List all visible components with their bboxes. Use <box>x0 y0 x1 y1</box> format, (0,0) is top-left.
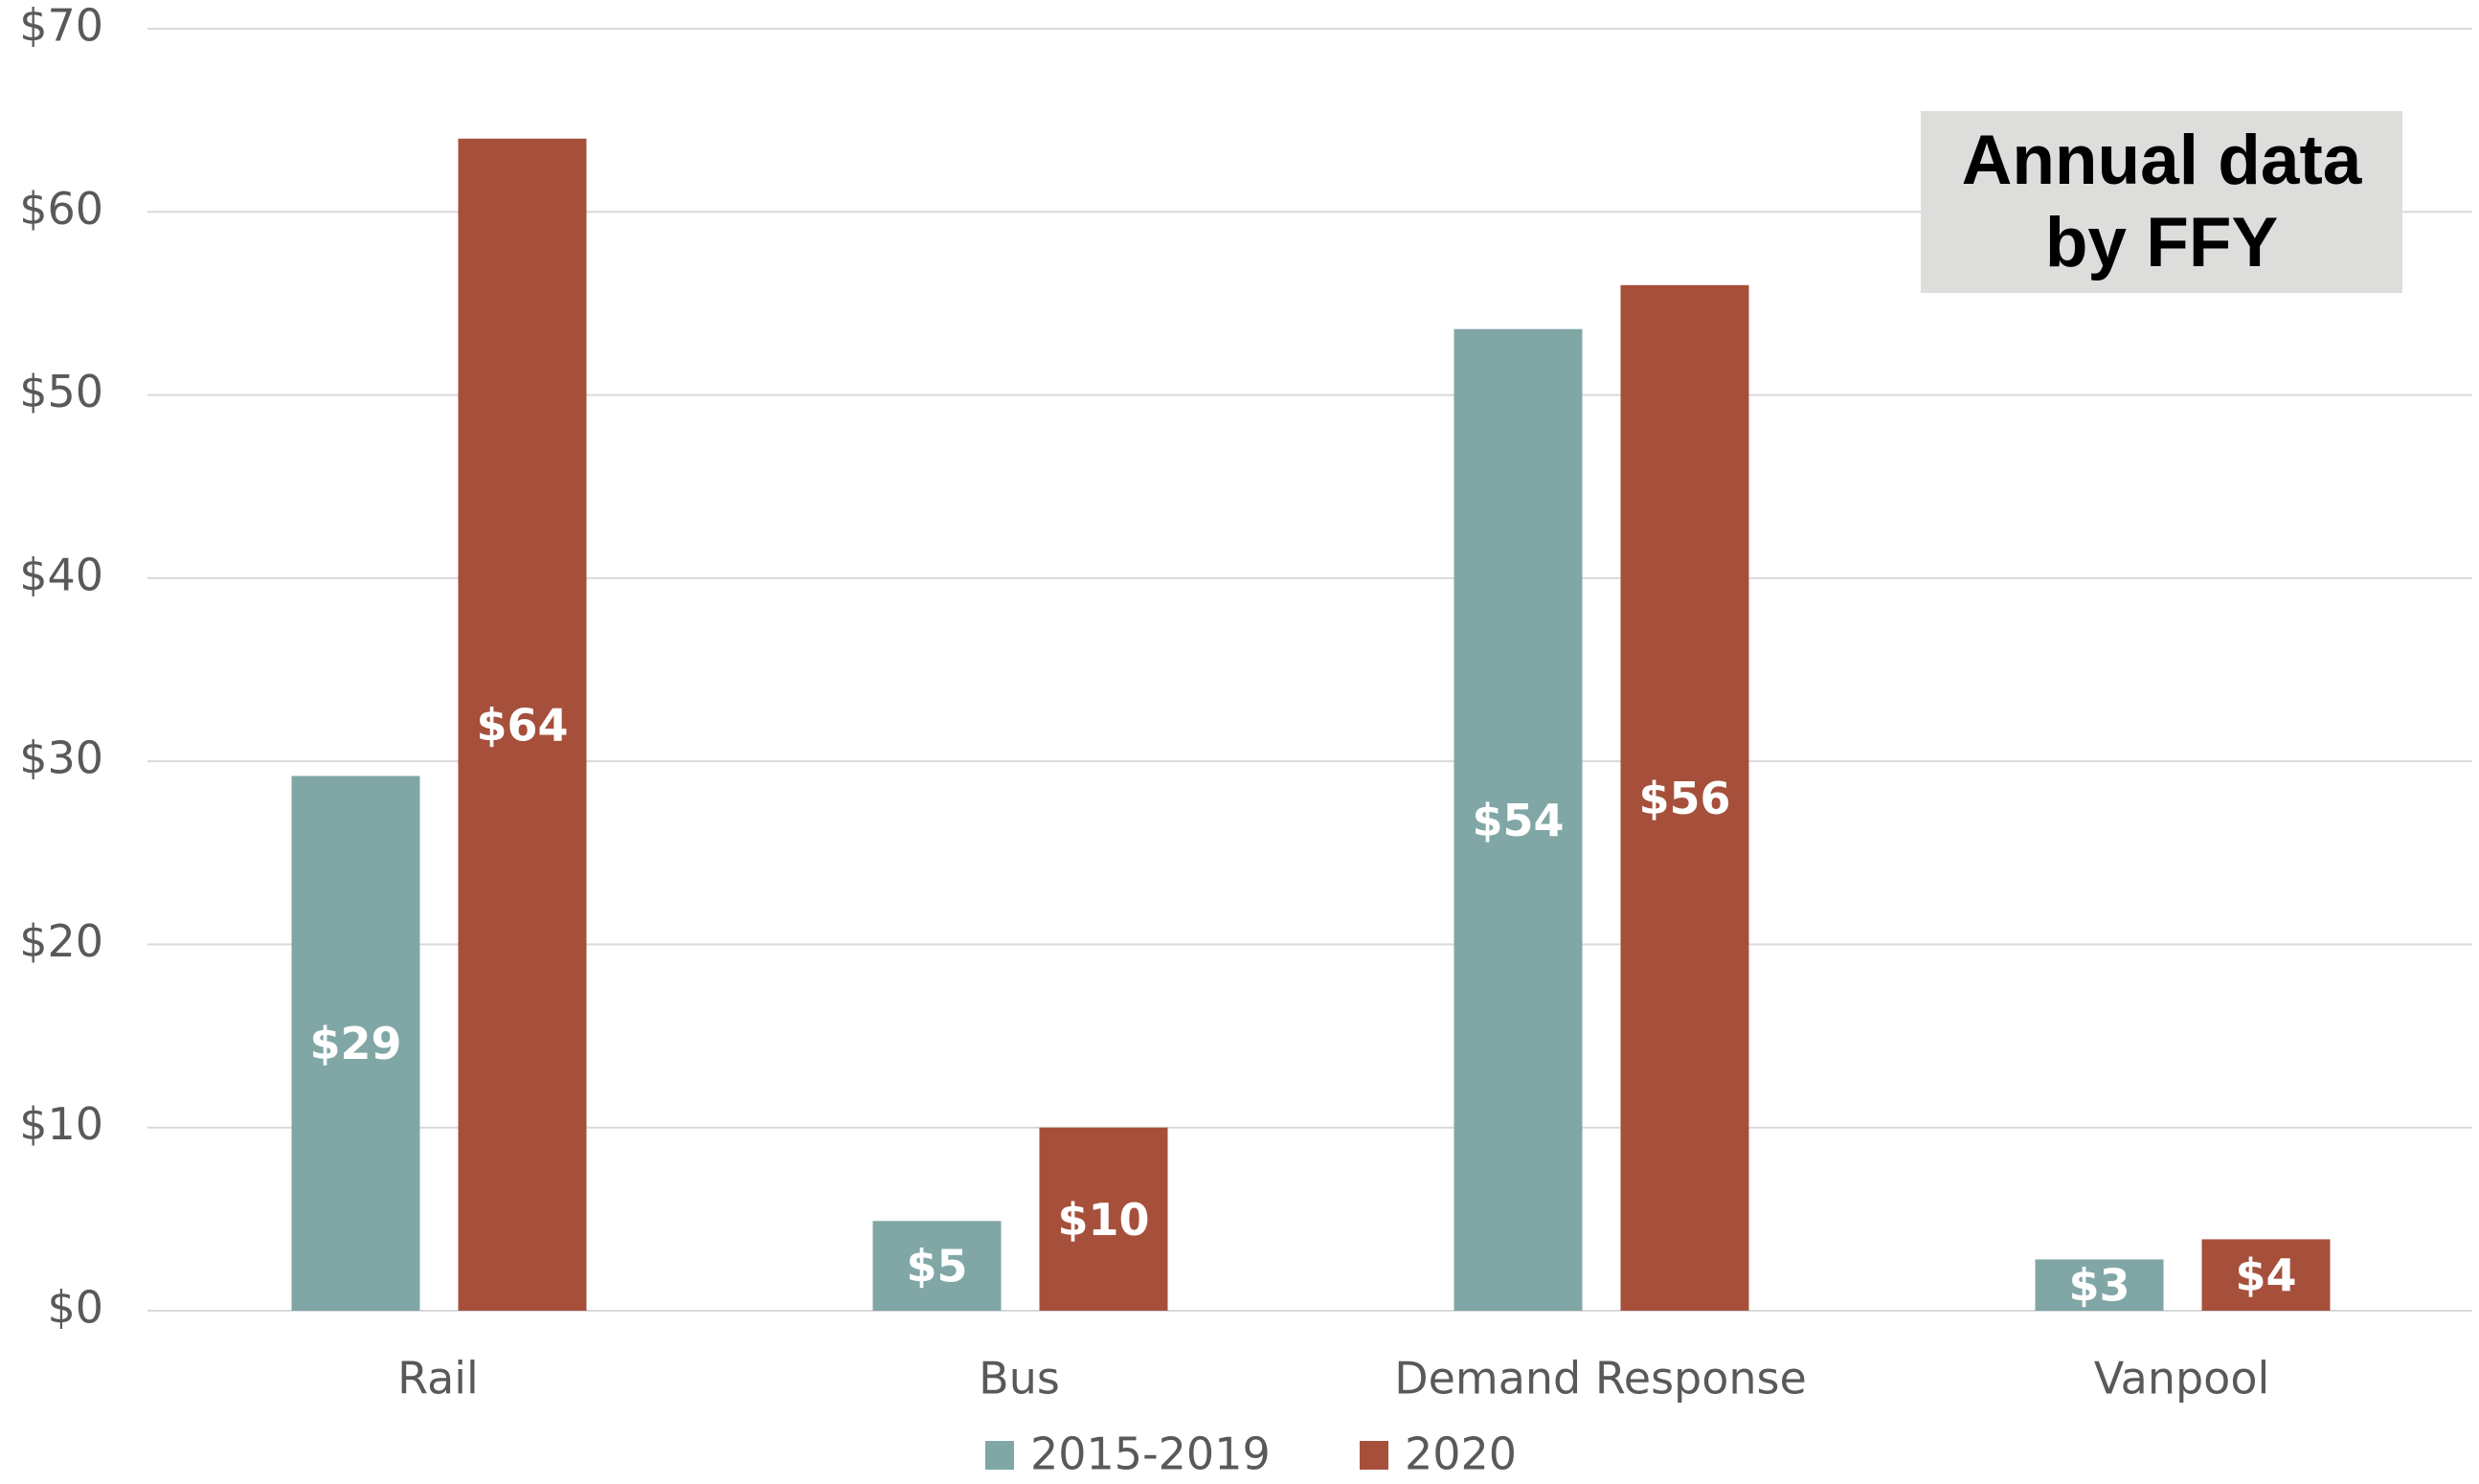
bar <box>1454 328 1583 1312</box>
data-label: $10 <box>1057 1194 1149 1246</box>
bar <box>2201 1239 2331 1311</box>
y-tick-label: $20 <box>19 915 103 967</box>
y-tick-label: $60 <box>19 183 103 235</box>
data-label: $64 <box>476 699 568 751</box>
legend-swatch <box>1360 1441 1388 1470</box>
y-tick-label: $40 <box>19 549 103 600</box>
x-tick-label: Vanpool <box>2094 1353 2270 1405</box>
legend-label: 2020 <box>1405 1428 1517 1480</box>
y-tick-label: $30 <box>19 732 103 784</box>
data-label: $54 <box>1472 795 1564 846</box>
data-label: $3 <box>2068 1260 2130 1312</box>
x-tick-label: Bus <box>979 1353 1060 1405</box>
x-tick-label: Demand Response <box>1394 1353 1807 1405</box>
y-tick-label: $70 <box>19 0 103 52</box>
data-label: $4 <box>2235 1249 2296 1301</box>
annotation: Annual data by FFY <box>1921 111 2402 293</box>
y-tick-label: $10 <box>19 1098 103 1150</box>
x-tick-label: Rail <box>397 1353 479 1405</box>
data-label: $5 <box>906 1241 967 1293</box>
legend-label: 2015-2019 <box>1030 1428 1271 1480</box>
bar <box>1620 284 1749 1311</box>
data-label: $56 <box>1638 773 1730 824</box>
bar <box>1039 1127 1168 1311</box>
bar <box>291 776 420 1311</box>
y-tick-label: $50 <box>19 366 103 417</box>
bar <box>2035 1259 2164 1311</box>
data-label: $29 <box>309 1018 401 1069</box>
legend-swatch <box>985 1441 1014 1470</box>
bar <box>458 138 587 1311</box>
y-tick-label: $0 <box>47 1282 103 1334</box>
bar <box>872 1221 1002 1311</box>
